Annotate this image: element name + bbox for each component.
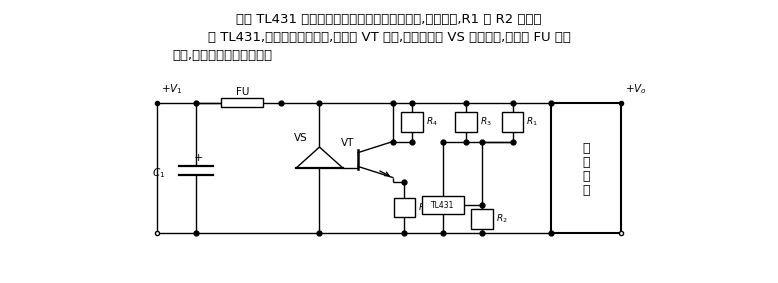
- Text: $R_3$: $R_3$: [480, 116, 492, 128]
- Text: $+V_1$: $+V_1$: [161, 82, 183, 96]
- Text: 路: 路: [582, 184, 590, 197]
- Text: TL431: TL431: [431, 201, 455, 210]
- Text: $C_1$: $C_1$: [152, 166, 165, 180]
- Bar: [422, 196, 464, 214]
- Text: $R_4$: $R_4$: [426, 116, 438, 128]
- Text: VS: VS: [294, 133, 308, 143]
- Bar: [394, 198, 415, 217]
- Text: 稳: 稳: [582, 142, 590, 155]
- Text: VT: VT: [341, 138, 354, 149]
- Bar: [471, 209, 492, 229]
- Text: $+V_o$: $+V_o$: [625, 82, 647, 96]
- Bar: [502, 112, 524, 132]
- Text: +: +: [194, 153, 203, 163]
- Text: $R_5$: $R_5$: [419, 201, 430, 214]
- Text: 电: 电: [582, 170, 590, 183]
- Text: 采用 TL431 精密基准源等构成的过压保护电路,过电压时,R1 和 R2 分压触: 采用 TL431 精密基准源等构成的过压保护电路,过电压时,R1 和 R2 分压…: [237, 13, 541, 26]
- Bar: [221, 98, 264, 107]
- Text: $R_2$: $R_2$: [496, 213, 507, 226]
- Text: $R_1$: $R_1$: [527, 116, 538, 128]
- Text: 熔断,达到保护电源的目的。: 熔断,达到保护电源的目的。: [173, 49, 273, 62]
- Text: 发 TL431,使其阴极电压下降,晶体管 VT 导通,触发晶闸管 VS 使其导通,熔断丝 FU 快速: 发 TL431,使其阴极电压下降,晶体管 VT 导通,触发晶闸管 VS 使其导通…: [208, 31, 570, 44]
- Bar: [401, 112, 423, 132]
- Bar: [455, 112, 477, 132]
- Bar: [552, 103, 621, 233]
- Text: FU: FU: [236, 87, 249, 97]
- Text: 压: 压: [582, 156, 590, 169]
